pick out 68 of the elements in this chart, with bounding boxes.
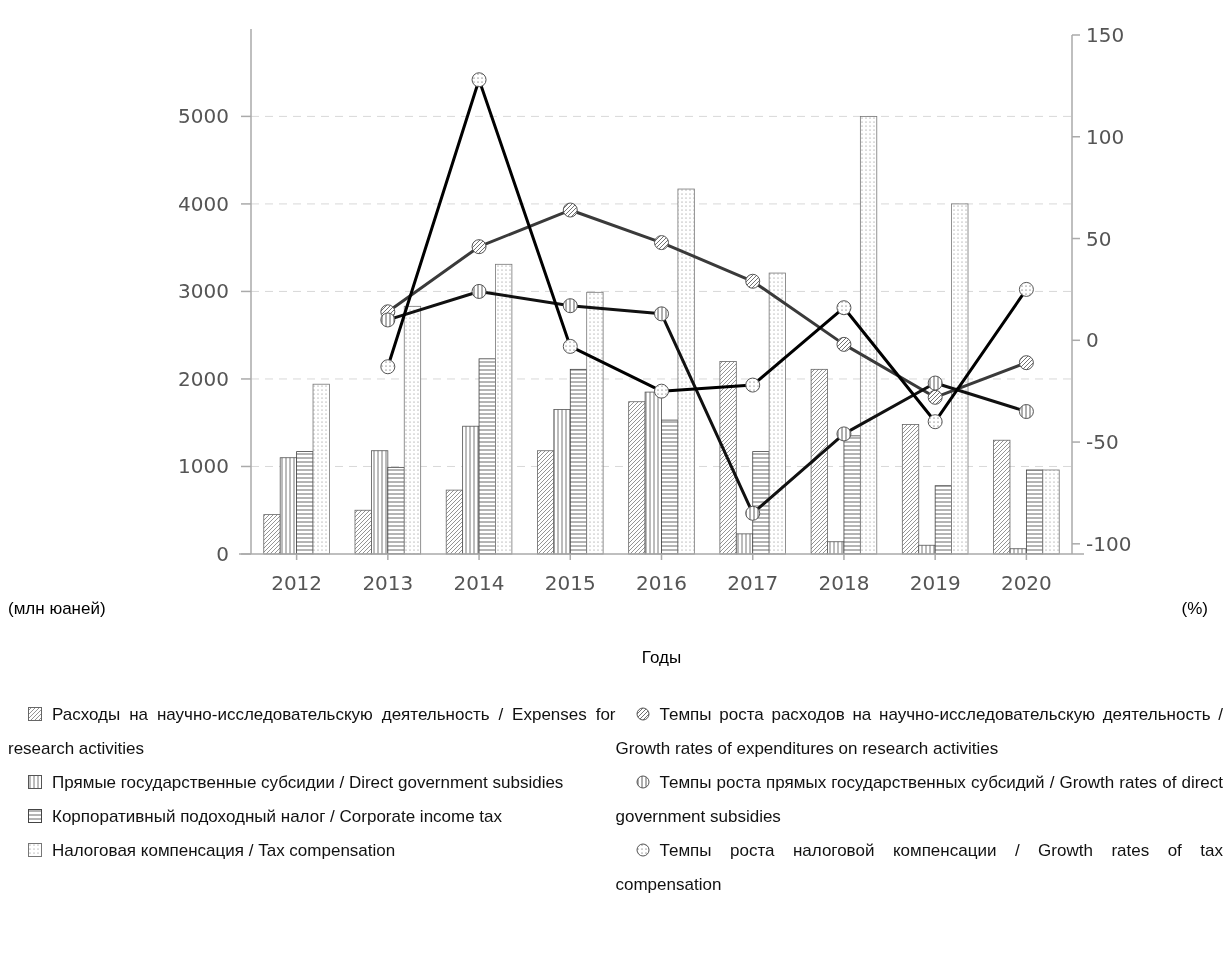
y-tick-label: 1000 xyxy=(178,454,229,479)
point xyxy=(471,239,487,255)
legend-label: Налоговая компенсация / Tax compensation xyxy=(52,841,396,860)
x-tick-label: 2015 xyxy=(544,571,596,595)
bar xyxy=(569,368,588,555)
y2-tick-label: -100 xyxy=(1086,531,1132,556)
bar xyxy=(403,305,422,555)
bar xyxy=(586,291,604,555)
bar xyxy=(296,451,314,555)
point xyxy=(562,202,578,218)
legend-label: Темпы роста прямых государственных субсидий / Growth rates of direct government subsidies xyxy=(615,773,1223,826)
bar xyxy=(901,424,920,555)
bar xyxy=(537,450,555,555)
x-tick-label: 2014 xyxy=(453,571,505,595)
bar xyxy=(661,419,679,555)
bar xyxy=(371,450,389,555)
legend-label: Прямые государственные субсидии / Direct government subsidies xyxy=(52,773,564,792)
bar xyxy=(859,116,878,555)
x-tick-label: 2019 xyxy=(909,571,961,595)
bar xyxy=(478,358,496,555)
y2-tick-label: 50 xyxy=(1086,226,1112,251)
point xyxy=(927,389,943,405)
x-tick-label: 2012 xyxy=(271,571,323,595)
point xyxy=(836,336,852,352)
point xyxy=(654,235,669,251)
point xyxy=(1018,355,1034,371)
bar xyxy=(445,489,464,555)
bar xyxy=(263,514,281,555)
x-axis-title: Годы xyxy=(641,648,682,667)
x-tick-label: 2013 xyxy=(362,571,414,595)
x-tick-label: 2020 xyxy=(1000,571,1052,595)
bar xyxy=(843,435,861,555)
bar xyxy=(810,368,828,555)
y2-axis-title: (%) xyxy=(1181,599,1208,618)
y-tick-label: 4000 xyxy=(178,191,229,216)
y-axis-title: (млн юаней) xyxy=(8,599,106,618)
bar xyxy=(951,203,969,555)
y-tick-label: 5000 xyxy=(178,104,229,129)
legend-label: Расходы на научно-исследовательскую деятельность / Expenses for research activities xyxy=(8,705,616,758)
bar xyxy=(354,509,372,555)
x-tick-label: 2017 xyxy=(727,571,779,595)
bar xyxy=(387,466,405,555)
bar xyxy=(934,485,952,555)
legend-label: Темпы роста налоговой компенсации / Growth rates of tax compensation xyxy=(615,841,1223,894)
x-tick-label: 2018 xyxy=(818,571,870,595)
legend-label: Темпы роста расходов на научно-исследовательскую деятельность / Growth rates of expenditures on research activities xyxy=(615,705,1223,758)
y2-tick-label: -50 xyxy=(1086,430,1119,455)
bar xyxy=(312,383,330,555)
y-tick-label: 3000 xyxy=(178,279,229,304)
y-tick-label: 2000 xyxy=(178,366,229,391)
y2-tick-label: 100 xyxy=(1086,124,1125,149)
y2-tick-label: 150 xyxy=(1086,23,1125,47)
bar xyxy=(768,272,786,555)
bar xyxy=(1042,469,1060,555)
bar xyxy=(553,409,571,555)
y-tick-label: 0 xyxy=(216,542,229,566)
bar xyxy=(495,263,513,555)
bar xyxy=(993,439,1011,555)
point xyxy=(745,273,761,289)
bar xyxy=(719,361,737,555)
y2-tick-label: 0 xyxy=(1086,328,1099,353)
bar xyxy=(462,425,480,555)
x-tick-label: 2016 xyxy=(636,571,687,595)
legend-label: Корпоративный подоходный налог / Corporate income tax xyxy=(52,807,503,826)
bar xyxy=(628,401,646,555)
bar xyxy=(677,188,695,555)
bar xyxy=(279,457,298,555)
bar xyxy=(1025,469,1044,555)
